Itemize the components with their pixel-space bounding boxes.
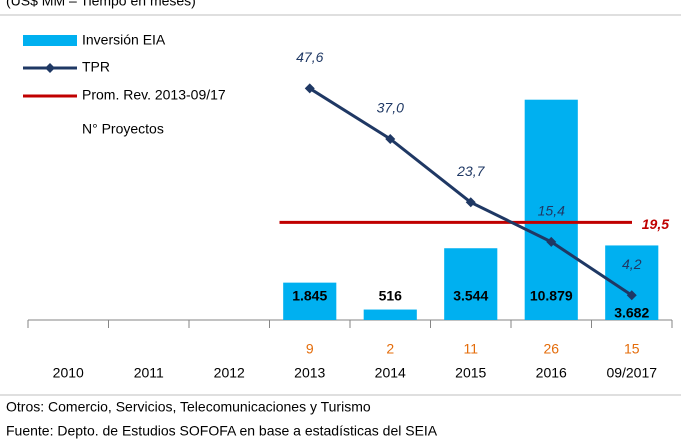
project-count: 9 [306, 341, 314, 357]
x-tick-label: 2012 [214, 365, 245, 381]
bar [524, 99, 578, 320]
bar [444, 248, 498, 320]
legend-swatch [23, 35, 77, 46]
x-tick-label: 09/2017 [606, 365, 657, 381]
legend-label: Inversión EIA [82, 32, 166, 48]
project-count: 15 [624, 341, 640, 357]
data-label: 3.544 [453, 288, 488, 304]
line-marker [546, 236, 557, 247]
line-marker [465, 197, 476, 208]
chart-subtitle: (US$ MM – Tiempo en meses) [6, 0, 196, 9]
data-label: 3.682 [614, 305, 649, 321]
x-tick-label: 2015 [455, 365, 486, 381]
line-marker [304, 83, 315, 94]
average-label: 19,5 [642, 216, 669, 232]
data-label: 4,2 [622, 256, 642, 272]
bar [363, 309, 417, 320]
legend-label: Prom. Rev. 2013-09/17 [82, 87, 226, 103]
legend-label: TPR [82, 59, 110, 75]
x-tick-label: 2014 [375, 365, 406, 381]
x-tick-label: 2016 [536, 365, 567, 381]
x-tick-label: 2013 [294, 365, 325, 381]
line-marker [385, 133, 396, 144]
project-count: 11 [463, 341, 478, 357]
line-marker [626, 290, 637, 301]
x-tick-label: 2011 [134, 365, 164, 381]
project-count: 26 [543, 341, 559, 357]
data-label: 37,0 [377, 100, 404, 116]
legend-label: N° Proyectos [82, 121, 164, 137]
data-label: 23,7 [456, 163, 485, 179]
bar [283, 282, 337, 320]
project-count: 2 [386, 341, 394, 357]
source: Fuente: Depto. de Estudios SOFOFA en bas… [6, 423, 438, 439]
data-label: 10.879 [530, 288, 573, 304]
data-label: 516 [379, 288, 403, 304]
data-label: 15,4 [538, 203, 565, 219]
legend-swatch [45, 63, 55, 73]
data-label: 47,6 [296, 49, 323, 65]
data-label: 1.845 [292, 288, 327, 304]
x-tick-label: 2010 [53, 365, 84, 381]
note: Otros: Comercio, Servicios, Telecomunica… [6, 399, 371, 415]
